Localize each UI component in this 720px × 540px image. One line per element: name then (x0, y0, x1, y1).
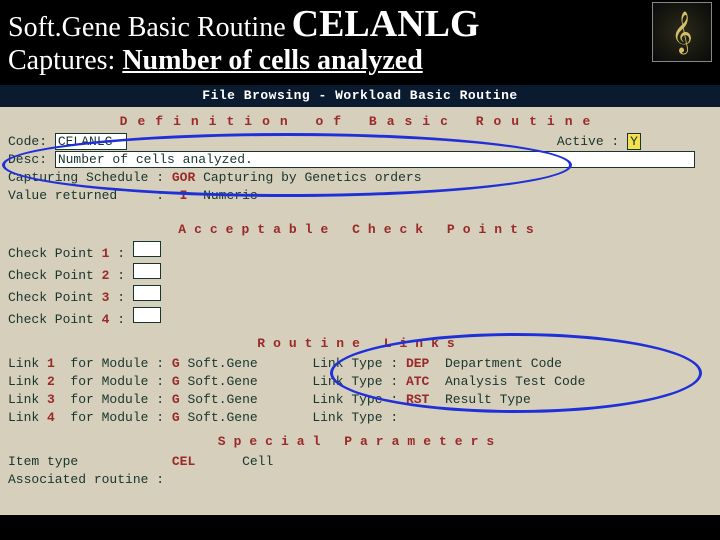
header-prefix: Soft.Gene Basic Routine (8, 13, 286, 44)
valret-text: Numeric (203, 188, 258, 203)
link-mod-text: Soft.Gene (187, 374, 312, 389)
link-num: 4 (47, 410, 55, 425)
link-num: 1 (47, 356, 55, 371)
terminal-screen: File Browsing - Workload Basic Routine D… (0, 85, 720, 515)
row-item-type: Item type CEL Cell (0, 453, 720, 471)
desc-label: Desc: (8, 152, 47, 167)
link-mod-code: G (172, 374, 180, 389)
checkpoint-field[interactable] (133, 285, 161, 301)
checkpoint-label: Check Point (8, 268, 102, 283)
section-routine-links: Routine Links (0, 329, 720, 355)
link-type-code (406, 410, 437, 425)
link-mod-text: Soft.Gene (187, 392, 312, 407)
link-row: Link 4 for Module : G Soft.Gene Link Typ… (0, 409, 720, 427)
desc-field[interactable]: Number of cells analyzed. (55, 151, 695, 168)
item-type-text: Cell (242, 454, 273, 469)
checkpoint-label: Check Point (8, 312, 102, 327)
captures-value: Number of cells analyzed (122, 45, 422, 76)
active-label: Active : (557, 134, 619, 149)
item-type-label: Item type (8, 454, 164, 469)
checkpoint-row: Check Point 1 : (0, 241, 720, 263)
capsched-text: Capturing by Genetics orders (203, 170, 421, 185)
row-code: Code: CELANLG Active : Y (0, 133, 720, 151)
checkpoint-row: Check Point 2 : (0, 263, 720, 285)
valret-label: Value returned : (8, 188, 164, 203)
link-type-code: DEP (406, 356, 437, 371)
valret-code: I (180, 188, 188, 203)
item-type-code: CEL (172, 454, 195, 469)
captures-label: Captures: (8, 45, 115, 76)
link-mod-code: G (172, 410, 180, 425)
section-definition: Definition of Basic Routine (0, 107, 720, 133)
checkpoint-field[interactable] (133, 307, 161, 323)
checkpoint-label: Check Point (8, 246, 102, 261)
link-type-code: ATC (406, 374, 437, 389)
slide-header: Soft.Gene Basic Routine CELANLG Captures… (0, 0, 720, 85)
checkpoint-field[interactable] (133, 263, 161, 279)
code-label: Code: (8, 134, 47, 149)
assoc-label: Associated routine : (8, 472, 164, 487)
row-valret: Value returned : I Numeric (0, 187, 720, 205)
link-type-text: Analysis Test Code (445, 374, 585, 389)
section-special: Special Parameters (0, 427, 720, 453)
capsched-code: GOR (172, 170, 195, 185)
logo-icon: 𝄞 (652, 2, 712, 62)
row-desc: Desc: Number of cells analyzed. (0, 151, 720, 169)
link-num: 2 (47, 374, 55, 389)
active-field[interactable]: Y (627, 133, 641, 150)
row-capsched: Capturing Schedule : GOR Capturing by Ge… (0, 169, 720, 187)
link-type-code: RST (406, 392, 437, 407)
window-titlebar: File Browsing - Workload Basic Routine (0, 85, 720, 107)
link-row: Link 2 for Module : G Soft.Gene Link Typ… (0, 373, 720, 391)
link-mod-text: Soft.Gene (187, 410, 312, 425)
link-row: Link 1 for Module : G Soft.Gene Link Typ… (0, 355, 720, 373)
capsched-label: Capturing Schedule : (8, 170, 164, 185)
link-num: 3 (47, 392, 55, 407)
section-acceptable: Acceptable Check Points (0, 215, 720, 241)
link-mod-code: G (172, 356, 180, 371)
checkpoint-row: Check Point 3 : (0, 285, 720, 307)
link-type-text: Result Type (445, 392, 531, 407)
link-type-text: Department Code (445, 356, 562, 371)
header-code: CELANLG (292, 4, 480, 46)
checkpoint-label: Check Point (8, 290, 102, 305)
code-field[interactable]: CELANLG (55, 133, 127, 150)
link-mod-text: Soft.Gene (187, 356, 312, 371)
checkpoint-row: Check Point 4 : (0, 307, 720, 329)
link-row: Link 3 for Module : G Soft.Gene Link Typ… (0, 391, 720, 409)
row-assoc: Associated routine : (0, 471, 720, 489)
checkpoint-field[interactable] (133, 241, 161, 257)
link-mod-code: G (172, 392, 180, 407)
